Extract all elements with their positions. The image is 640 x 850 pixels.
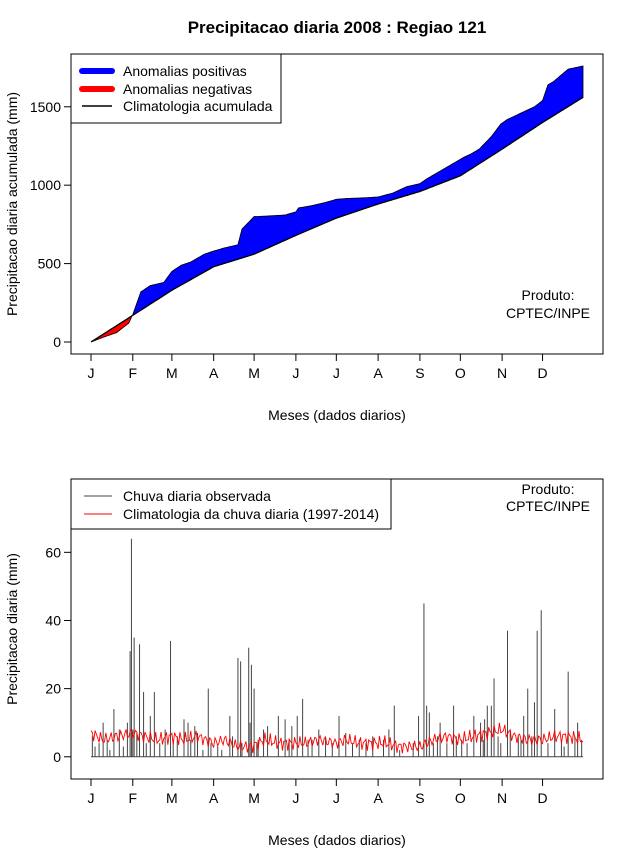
x-tick-label: J [292,365,299,381]
bottom-y-axis-label: Precipitacao diaria (mm) [4,553,20,705]
y-tick-label: 0 [53,334,61,350]
top-product-label: Produto: [522,287,575,303]
legend-label-daily-climatology: Climatologia da chuva diaria (1997-2014) [123,506,379,522]
daily-chart: J F M A M J J A S O N D 0 20 40 60 Meses (dados diario… [4,478,604,848]
bottom-product-source: CPTEC/INPE [506,498,590,514]
x-tick-label: S [415,365,424,381]
x-tick-label: M [166,790,178,806]
x-tick-label: O [455,365,466,381]
x-tick-label: J [333,365,340,381]
bottom-legend-box [70,478,392,530]
legend-label-negative: Anomalias negativas [123,81,252,97]
x-tick-label: A [373,790,383,806]
y-tick-label: 20 [45,681,61,697]
x-tick-label: F [129,790,138,806]
x-tick-label: J [88,790,95,806]
top-y-axis-label: Precipitacao diaria acumulada (mm) [4,92,20,316]
climatology-line [90,96,584,343]
x-tick-label: J [333,790,340,806]
x-tick-label: O [455,790,466,806]
x-tick-label: D [537,790,547,806]
x-tick-label: N [497,790,507,806]
bottom-x-axis-label: Meses (dados diarios) [268,832,406,848]
y-tick-label: 1500 [30,99,61,115]
top-plot-frame [70,53,604,355]
legend-label-climatology: Climatologia acumulada [123,98,273,114]
bottom-product-label: Produto: [522,481,575,497]
x-tick-label: F [129,365,138,381]
bottom-legend: Chuva diaria observada Climatologia da c… [70,478,392,530]
y-tick-label: 0 [53,749,61,765]
x-tick-label: J [88,365,95,381]
chart-title: Precipitacao diaria 2008 : Regiao 121 [188,18,487,37]
x-tick-label: S [415,790,424,806]
x-tick-label: J [292,790,299,806]
top-product-source: CPTEC/INPE [506,305,590,321]
x-tick-label: M [166,365,178,381]
y-tick-label: 1000 [30,177,61,193]
y-tick-label: 40 [45,612,61,628]
x-tick-label: M [248,790,260,806]
x-tick-label: M [248,365,260,381]
x-tick-label: D [537,365,547,381]
x-tick-label: A [373,365,383,381]
top-legend: Anomalias positivas Anomalias negativas … [70,53,282,124]
cumulative-chart: J F M A M J J A S O N D 0 500 1000 1500 Meses (dados d… [4,53,604,423]
y-tick-label: 60 [45,544,61,560]
x-tick-label: A [209,365,219,381]
legend-label-observed: Chuva diaria observada [123,488,271,504]
daily-climatology-line [90,722,584,754]
x-tick-label: A [209,790,219,806]
legend-label-positive: Anomalias positivas [123,63,247,79]
x-tick-label: N [497,365,507,381]
y-tick-label: 500 [38,256,62,272]
top-x-axis-label: Meses (dados diarios) [268,407,406,423]
